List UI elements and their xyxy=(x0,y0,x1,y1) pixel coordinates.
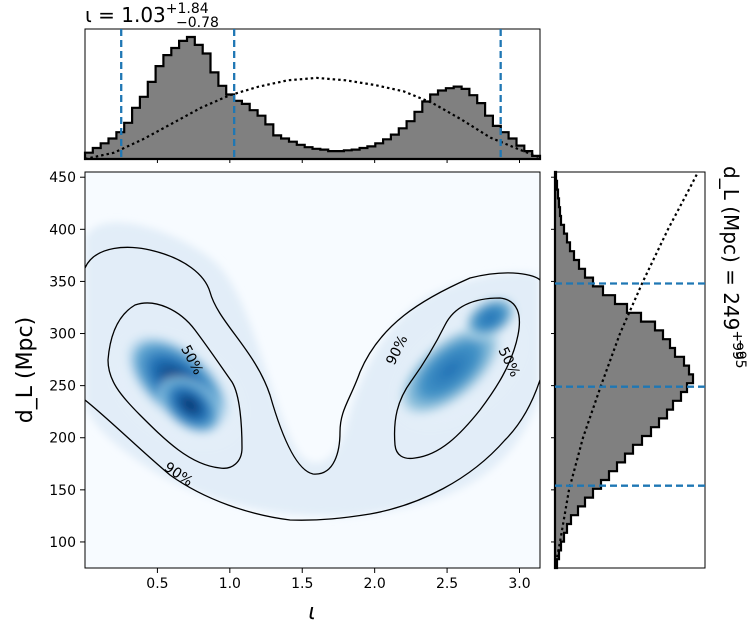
dL-title-lower: −95 xyxy=(732,339,748,369)
joint-frame xyxy=(84,171,541,569)
y-tick-label: 200 xyxy=(49,431,76,447)
iota-title: ι = 1.03+1.84 xyxy=(85,1,209,27)
right-marginal-panel xyxy=(551,170,706,570)
x-tick-label: 2.5 xyxy=(436,576,458,592)
x-axis-label: ι xyxy=(308,600,315,625)
y-tick-label: 100 xyxy=(49,535,76,551)
x-tick-label: 2.0 xyxy=(364,576,386,592)
y-axis-label: d_L (Mpc) xyxy=(13,317,38,423)
x-tick-label: 3.0 xyxy=(508,576,530,592)
joint-x-ticks: 0.5 1.0 1.5 2.0 2.5 3.0 xyxy=(146,568,531,592)
y-tick-label: 300 xyxy=(49,327,76,343)
dL-credible-lines xyxy=(555,282,705,487)
y-tick-label: 400 xyxy=(49,222,76,238)
dL-title: d_L (Mpc) = 249+99 xyxy=(719,166,745,360)
x-tick-label: 0.5 xyxy=(146,576,168,592)
dL-posterior-histogram xyxy=(553,170,695,570)
iota-prior-curve xyxy=(84,76,541,161)
dL-prior-curve xyxy=(553,171,699,569)
iota-title-lower: −0.78 xyxy=(176,15,219,31)
density-core-right xyxy=(462,295,518,341)
density-core-left xyxy=(155,372,225,438)
joint-y-ticks: 100 150 200 250 300 350 400 450 xyxy=(49,170,85,551)
contour-50-right xyxy=(393,297,521,460)
contour-50-left xyxy=(107,302,243,469)
joint-density-panel: 50% 90% 90% 50% 0.5 1.0 1.5 2.0 2.5 3.0 100 15… xyxy=(49,170,541,592)
y-tick-label: 250 xyxy=(49,379,76,395)
top-marginal-panel xyxy=(83,28,542,163)
y-tick-label: 450 xyxy=(49,170,76,186)
y-tick-label: 350 xyxy=(49,274,76,290)
y-tick-label: 150 xyxy=(49,483,76,499)
density-mode-right xyxy=(395,321,505,419)
contour-90-left xyxy=(85,246,540,475)
density-heatmap: 50% 90% 90% 50% xyxy=(85,222,540,521)
x-tick-label: 1.5 xyxy=(291,576,313,592)
iota-posterior-histogram xyxy=(83,35,542,161)
contour-90-lower xyxy=(85,379,540,521)
x-tick-label: 1.0 xyxy=(219,576,241,592)
